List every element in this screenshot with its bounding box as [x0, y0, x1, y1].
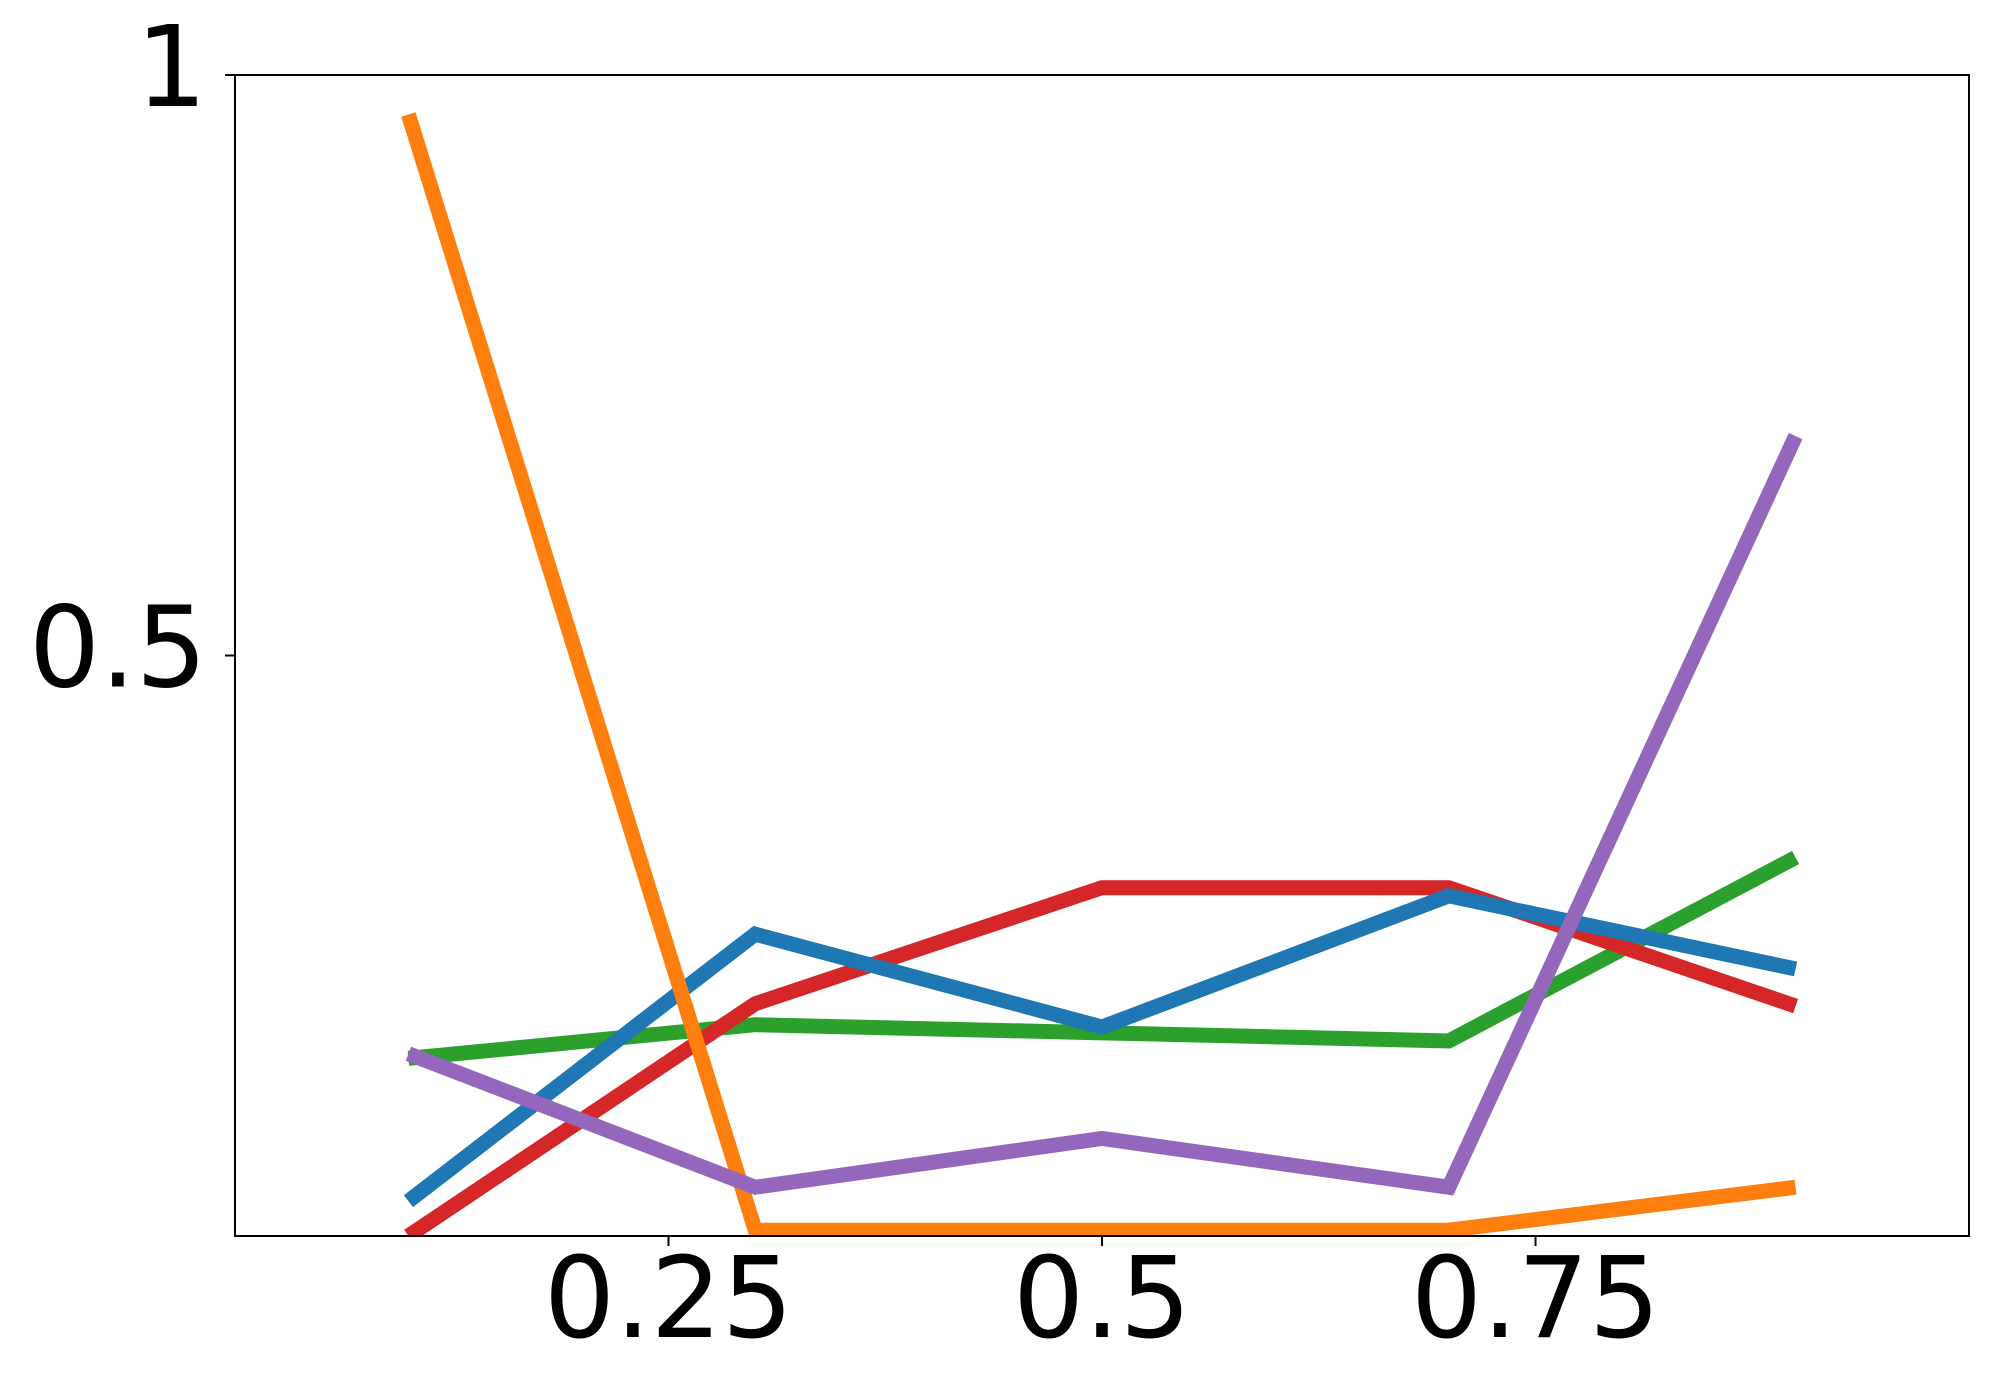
x-tick-label: 0.25	[544, 1234, 793, 1364]
x-tick-label: 0.75	[1411, 1234, 1660, 1364]
series-line	[404, 880, 1799, 1236]
y-tick-label: 1	[136, 3, 207, 133]
series-line	[405, 432, 1803, 1196]
plot-frame	[234, 74, 1970, 1237]
series-line	[401, 112, 1797, 1236]
plot-lines	[401, 112, 1803, 1236]
x-tick-label: 0.5	[1013, 1234, 1191, 1364]
y-tick-label: 0.5	[29, 583, 207, 713]
